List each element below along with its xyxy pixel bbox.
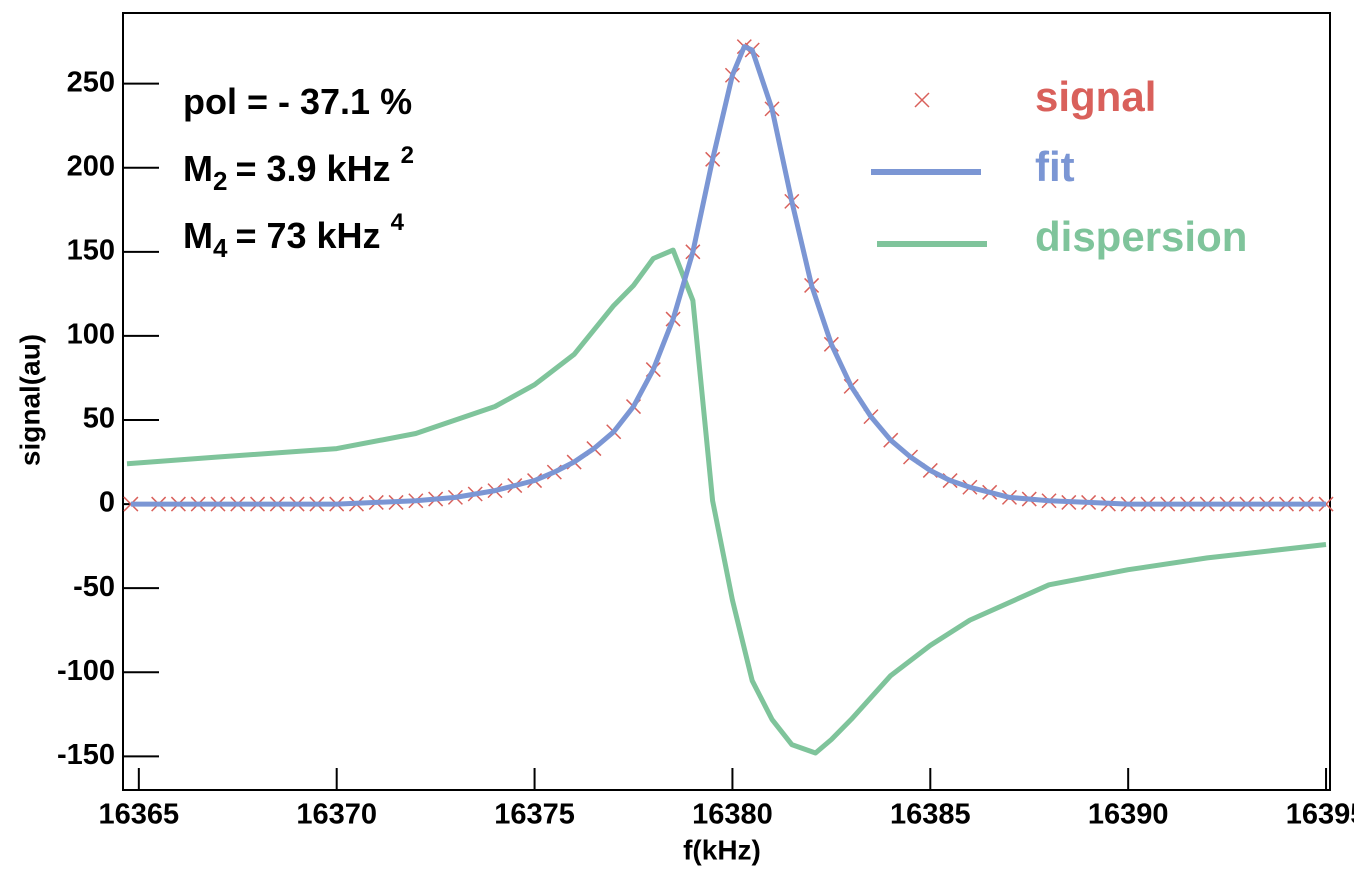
legend-marker xyxy=(914,92,930,108)
plot-frame xyxy=(122,12,1331,791)
annotation-rest: = 3.9 kHz xyxy=(235,148,390,189)
y-tick-label: -50 xyxy=(73,571,115,603)
annotation-sup: 2 xyxy=(401,142,414,169)
x-axis-label: f(kHz) xyxy=(683,834,761,865)
legend-label: signal xyxy=(1035,73,1156,120)
y-tick-label: 50 xyxy=(83,403,115,435)
x-tick-label: 16380 xyxy=(692,799,773,831)
series-line xyxy=(130,44,1326,507)
y-tick-label: 100 xyxy=(67,319,115,351)
x-tick-label: 16395 xyxy=(1286,799,1354,831)
annotation-sup: 4 xyxy=(391,209,405,236)
annotation-sub: 4 xyxy=(213,233,228,263)
y-axis-label: signal(au) xyxy=(14,334,45,466)
y-tick-label: -150 xyxy=(57,739,115,771)
y-tick-label: 0 xyxy=(99,487,115,519)
legend-label: fit xyxy=(1035,143,1075,190)
x-tick-label: 16370 xyxy=(296,799,377,831)
signal-marker xyxy=(1318,496,1334,512)
x-tick-label: 16375 xyxy=(494,799,575,831)
x-tick-label: 16390 xyxy=(1088,799,1169,831)
x-tick-label: 16365 xyxy=(99,799,180,831)
annotation: M4 = 73 kHz 4 xyxy=(183,209,405,263)
x-tick-label: 16385 xyxy=(890,799,971,831)
legend-label: dispersion xyxy=(1035,213,1247,260)
y-tick-label: -100 xyxy=(57,655,115,687)
y-tick-label: 250 xyxy=(67,66,115,98)
y-tick-label: 200 xyxy=(67,150,115,182)
annotation-text: pol = - 37.1 % xyxy=(183,81,412,122)
annotation-rest: = 73 kHz xyxy=(235,215,380,256)
series-line xyxy=(126,247,1327,756)
annotation-text: M xyxy=(183,215,213,256)
annotation: M2 = 3.9 kHz 2 xyxy=(183,142,414,196)
y-tick-label: 150 xyxy=(67,234,115,266)
annotation-sub: 2 xyxy=(213,166,227,196)
annotation-text: M xyxy=(183,148,213,189)
annotation: pol = - 37.1 % xyxy=(183,81,412,122)
